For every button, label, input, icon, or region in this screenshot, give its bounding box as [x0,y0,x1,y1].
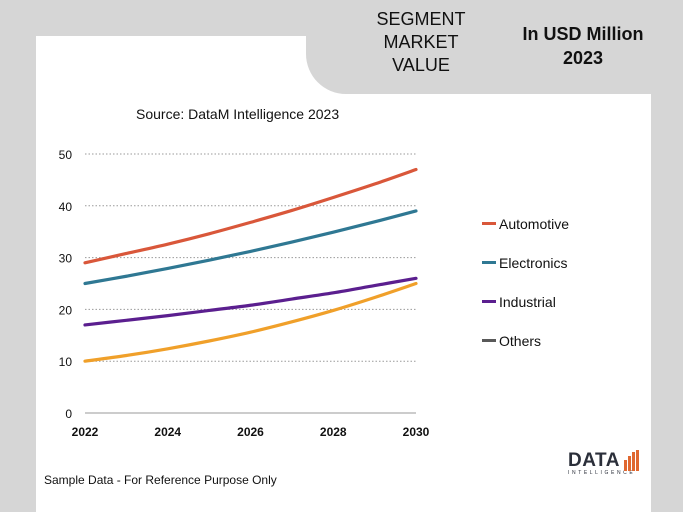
unit-label: In USD Million 2023 [500,22,666,70]
legend-label-automotive: Automotive [499,215,570,232]
x-tick-label-2030: 2030 [403,425,430,439]
footnote: Sample Data - For Reference Purpose Only [44,473,277,487]
legend-label-others: Others [499,332,542,349]
y-tick-label-20: 20 [59,303,73,317]
x-tick-label-2028: 2028 [320,425,347,439]
series-line-industrial [83,276,418,327]
y-tick-label-30: 30 [59,252,73,266]
y-tick-label-0: 0 [65,407,72,421]
legend-item-automotive: Automotive [482,204,569,243]
series-line-electronics [83,209,418,286]
y-tick-label-50: 50 [59,148,73,162]
header-tab-shape [306,0,683,94]
legend-swatch-automotive [482,222,496,225]
series-line-automotive [83,167,418,265]
series-line-others [83,281,418,363]
x-tick-label-2026: 2026 [237,425,264,439]
legend-label-industrial: Industrial [499,293,556,310]
logo-main-text: DATA [568,450,620,471]
y-tick-label-40: 40 [59,200,73,214]
segment-title-text: SEGMENT MARKET VALUE [376,9,466,75]
legend-swatch-electronics [482,261,496,264]
chart-legend: Automotive Electronics Industrial Others [482,204,569,360]
logo-bars-icon [624,450,639,471]
chart-source: Source: DataM Intelligence 2023 [136,106,340,122]
x-tick-label-2022: 2022 [72,425,99,439]
legend-item-electronics: Electronics [482,243,569,282]
legend-swatch-others [482,339,496,342]
legend-label-electronics: Electronics [499,254,568,271]
unit-line-1: In USD Million [522,24,644,44]
y-tick-label-10: 10 [59,355,73,369]
legend-item-others: Others [482,321,569,360]
datam-logo: DATA INTELLIGENCE [568,450,644,490]
unit-line-2: 2023 [562,48,604,68]
logo-sub-text: INTELLIGENCE [568,470,636,476]
x-tick-label-2024: 2024 [154,425,181,439]
legend-swatch-industrial [482,300,496,303]
segment-title: SEGMENT MARKET VALUE [346,8,496,77]
legend-item-industrial: Industrial [482,282,569,321]
